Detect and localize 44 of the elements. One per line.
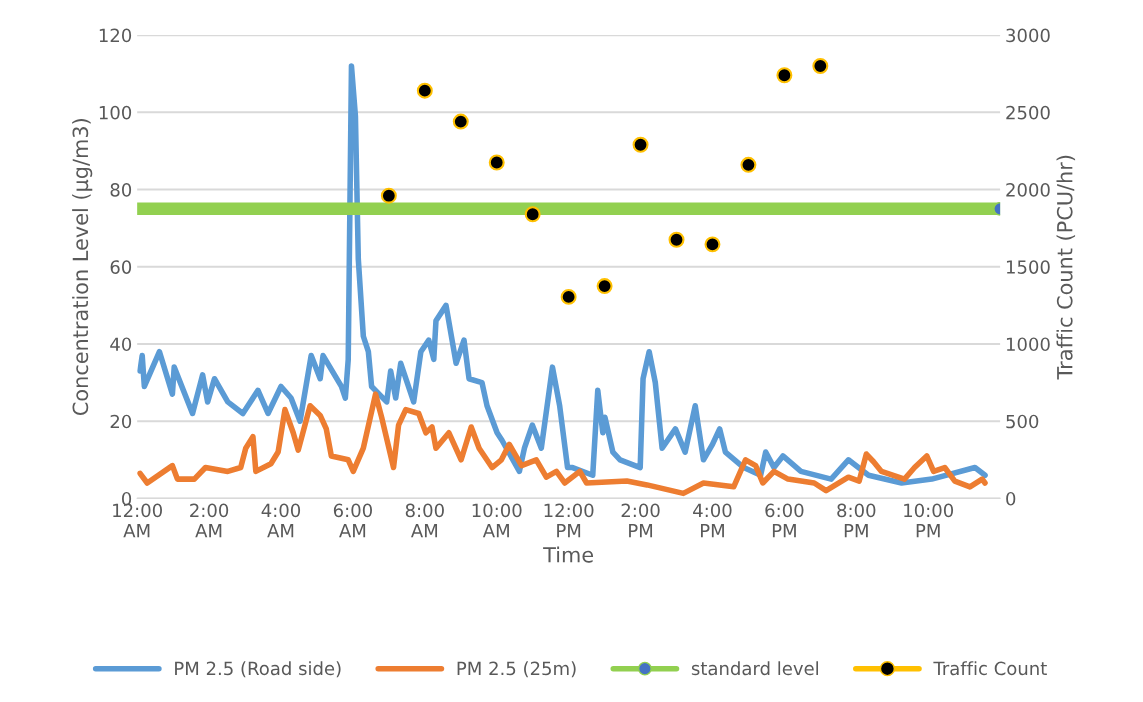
x-tick-label: 4:00 PM (693, 503, 732, 538)
y-tick-label: 100 (99, 105, 132, 120)
point (632, 136, 649, 153)
y-axis-title: Concentration Level (µg/m3) (72, 119, 93, 416)
y-tick-label: 40 (110, 337, 132, 352)
y-tick-label: 20 (110, 414, 132, 429)
y2-tick-label: 500 (1006, 414, 1039, 429)
x-tick-label: 4:00 AM (261, 503, 301, 538)
point (668, 231, 685, 248)
y2-tick-label: 1500 (1006, 260, 1050, 274)
point (776, 67, 793, 84)
y2-tick-label: 3000 (1006, 28, 1050, 43)
y-tick-label: 80 (110, 183, 132, 197)
point (452, 113, 469, 130)
legend-label: standard level (691, 661, 818, 676)
point (740, 156, 757, 173)
x-tick-label: 10:00 PM (904, 503, 954, 538)
point (488, 154, 505, 171)
point (704, 236, 721, 253)
x-axis-title: Time (543, 546, 594, 563)
x-tick-label: 6:00 PM (765, 503, 804, 538)
y2-tick-label: 2500 (1006, 105, 1050, 120)
x-tick-label: 10:00 AM (472, 503, 522, 538)
legend-label: PM 2.5 (Road side) (175, 661, 341, 678)
y2-axis-title: Traffic Count (PCU/hr) (1056, 155, 1076, 380)
x-tick-label: 6:00 AM (333, 503, 372, 538)
x-tick-label: 8:00 AM (405, 503, 444, 538)
point (380, 187, 397, 204)
x-tick-label: 2:00 PM (621, 503, 660, 538)
point (560, 288, 577, 305)
point (812, 58, 829, 74)
y2-tick-label: 2000 (1006, 183, 1050, 197)
x-tick-label: 2:00 AM (190, 503, 229, 538)
legend-label: Traffic Count (933, 661, 1047, 676)
y2-tick-label: 1000 (1006, 337, 1050, 352)
y-tick-label: 120 (99, 28, 132, 43)
y2-tick-label: 0 (1006, 491, 1016, 506)
point (416, 82, 433, 99)
y-tick-label: 60 (110, 260, 132, 274)
x-tick-label: 8:00 PM (837, 503, 876, 538)
legend-label: PM 2.5 (25m) (457, 661, 576, 678)
point (524, 206, 541, 223)
point (596, 278, 613, 295)
x-tick-label: 12:00 PM (544, 503, 594, 538)
